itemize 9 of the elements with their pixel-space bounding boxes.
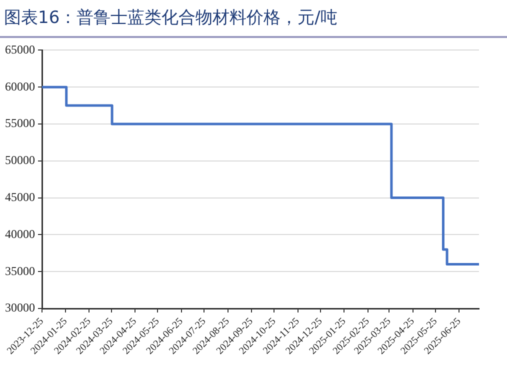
y-tick-label: 50000 [5, 153, 35, 168]
y-tick-label: 60000 [5, 79, 35, 94]
y-tick-label: 35000 [5, 264, 35, 278]
y-tick-label: 55000 [5, 116, 35, 130]
y-tick-label: 30000 [5, 300, 35, 315]
y-tick-label: 45000 [5, 190, 35, 204]
chart-title: 图表16：普鲁士蓝类化合物材料价格，元/吨 [4, 7, 338, 29]
y-tick-label: 40000 [5, 226, 35, 241]
y-tick-label: 65000 [5, 42, 35, 56]
